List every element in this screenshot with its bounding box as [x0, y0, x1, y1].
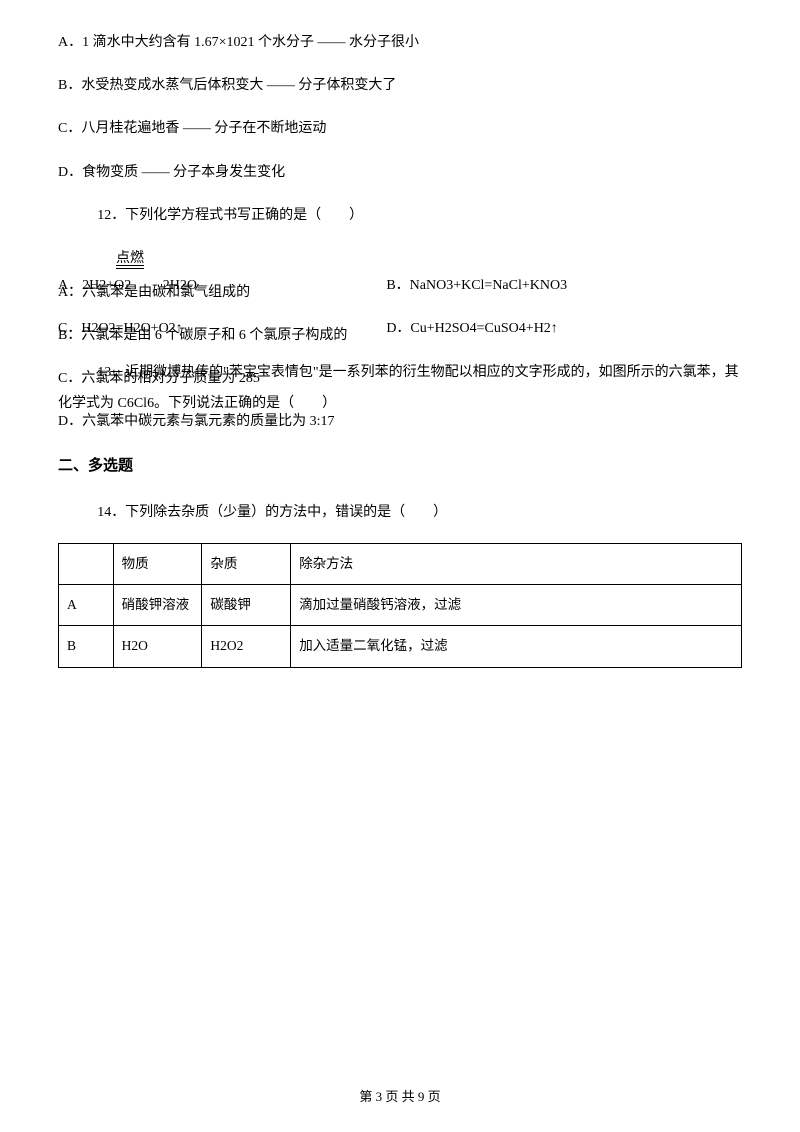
option-a: A．1 滴水中大约含有 1.67×1021 个水分子 —— 水分子很小 [58, 30, 742, 55]
cell-b-impurity: H2O2 [202, 626, 291, 667]
table-row: B H2O H2O2 加入适量二氧化锰，过滤 [59, 626, 742, 667]
table-header-row: 物质 杂质 除杂方法 [59, 543, 742, 584]
cell-b-label: B [59, 626, 114, 667]
cell-b-substance: H2O [113, 626, 202, 667]
cell-a-method: 滴加过量硝酸钙溶液，过滤 [291, 585, 742, 626]
q14-table: 物质 杂质 除杂方法 A 硝酸钾溶液 碳酸钾 滴加过量硝酸钙溶液，过滤 B H2… [58, 543, 742, 668]
header-blank [59, 543, 114, 584]
option-c: C．八月桂花遍地香 —— 分子在不断地运动 [58, 116, 742, 141]
dianran-text: 点燃 [116, 246, 144, 271]
header-impurity: 杂质 [202, 543, 291, 584]
cell-a-label: A [59, 585, 114, 626]
section-2-title: 二、多选题 [58, 453, 742, 480]
dianran-annotation: 点燃 [116, 246, 742, 269]
cell-b-method: 加入适量二氧化锰，过滤 [291, 626, 742, 667]
table-row: A 硝酸钾溶液 碳酸钾 滴加过量硝酸钙溶液，过滤 [59, 585, 742, 626]
cell-a-impurity: 碳酸钾 [202, 585, 291, 626]
q12-option-d: D．Cu+H2SO4=CuSO4+H2↑ [386, 316, 742, 341]
q12-option-b: B．NaNO3+KCl=NaCl+KNO3 [386, 273, 742, 298]
header-substance: 物质 [113, 543, 202, 584]
cell-a-substance: 硝酸钾溶液 [113, 585, 202, 626]
option-d: D．食物变质 —— 分子本身发生变化 [58, 160, 742, 185]
page-footer: 第 3 页 共 9 页 [0, 1085, 800, 1108]
header-method: 除杂方法 [291, 543, 742, 584]
option-b: B．水受热变成水蒸气后体积变大 —— 分子体积变大了 [58, 73, 742, 98]
q14-stem: 14．下列除去杂质（少量）的方法中，错误的是（ ） [58, 500, 742, 525]
q12-stem: 12．下列化学方程式书写正确的是（ ） [58, 203, 742, 228]
q13-option-d: D．六氯苯中碳元素与氯元素的质量比为 3:17 [58, 409, 742, 434]
